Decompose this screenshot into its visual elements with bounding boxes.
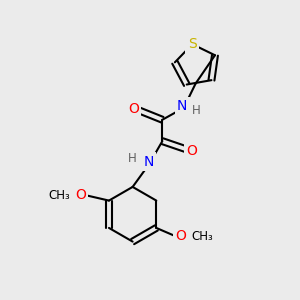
Text: O: O [75, 188, 86, 202]
Text: N: N [177, 99, 188, 113]
Text: S: S [188, 37, 197, 51]
Text: CH₃: CH₃ [49, 189, 70, 202]
Text: O: O [128, 102, 139, 116]
Text: N: N [143, 155, 154, 169]
Text: O: O [176, 229, 186, 243]
Text: H: H [128, 152, 137, 166]
Text: O: O [187, 144, 197, 158]
Text: CH₃: CH₃ [191, 230, 213, 243]
Text: H: H [192, 104, 201, 117]
